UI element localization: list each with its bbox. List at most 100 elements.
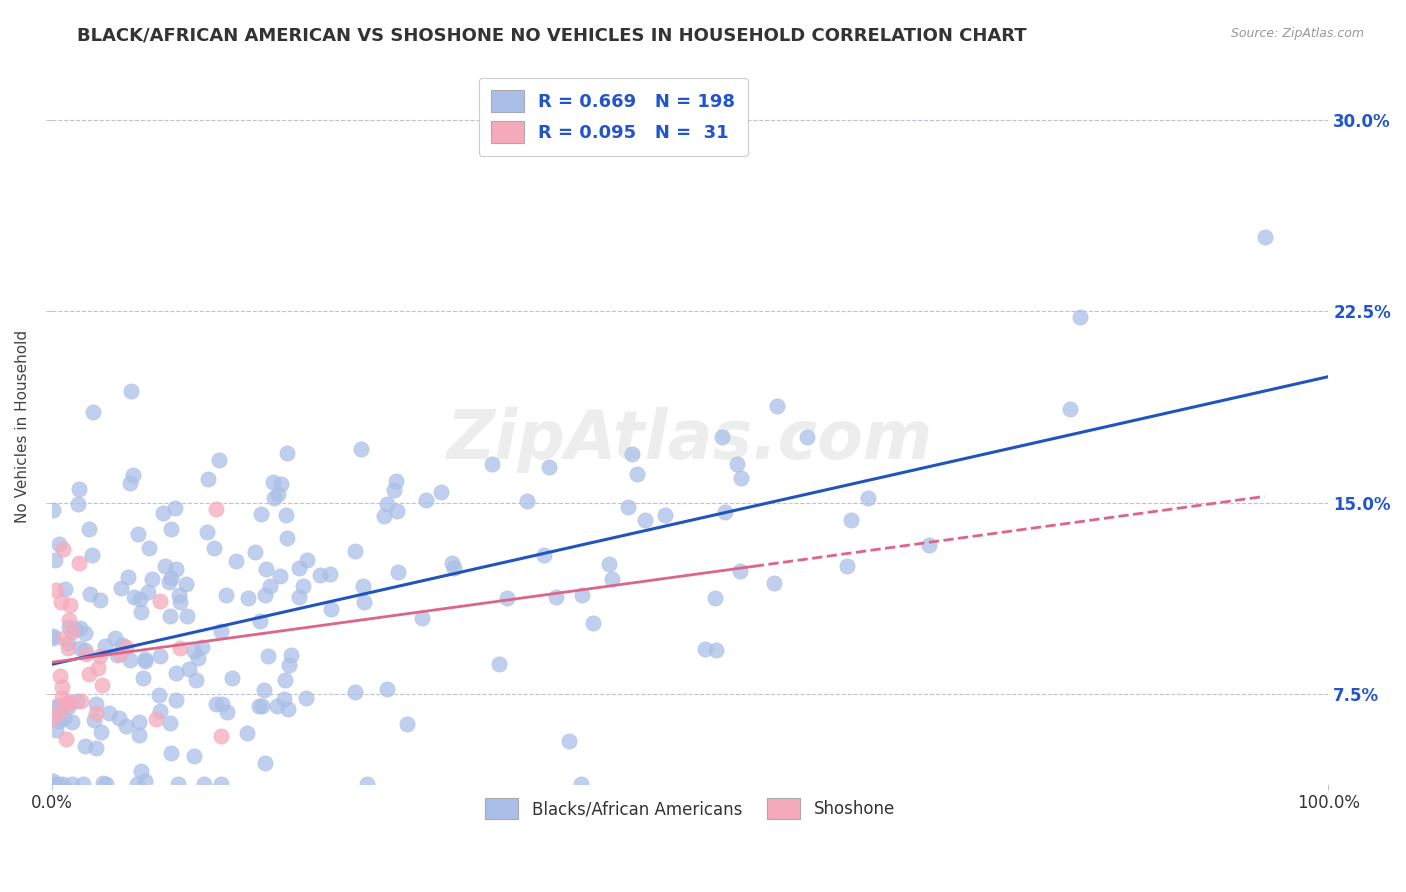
Point	[544, 590, 567, 604]
Point	[441, 557, 464, 571]
Point	[191, 640, 214, 654]
Point	[209, 729, 232, 743]
Point	[1059, 402, 1081, 417]
Point	[159, 609, 181, 624]
Point	[160, 522, 183, 536]
Point	[44, 777, 66, 791]
Point	[582, 616, 605, 631]
Text: BLACK/AFRICAN AMERICAN VS SHOSHONE NO VEHICLES IN HOUSEHOLD CORRELATION CHART: BLACK/AFRICAN AMERICAN VS SHOSHONE NO VE…	[77, 27, 1026, 45]
Point	[169, 641, 191, 656]
Point	[125, 777, 148, 791]
Point	[77, 666, 100, 681]
Point	[84, 706, 107, 721]
Point	[350, 442, 373, 456]
Point	[558, 734, 581, 748]
Point	[225, 554, 247, 568]
Point	[262, 475, 284, 490]
Point	[356, 777, 378, 791]
Point	[706, 643, 728, 657]
Point	[353, 595, 375, 609]
Point	[626, 467, 648, 481]
Point	[67, 497, 90, 511]
Point	[277, 658, 299, 673]
Point	[215, 706, 238, 720]
Point	[730, 470, 752, 484]
Point	[273, 673, 295, 687]
Point	[385, 504, 408, 518]
Point	[157, 574, 180, 589]
Point	[179, 662, 201, 676]
Point	[149, 594, 172, 608]
Point	[839, 513, 862, 527]
Point	[205, 501, 228, 516]
Point	[295, 691, 318, 706]
Point	[165, 501, 187, 516]
Point	[205, 697, 228, 711]
Point	[69, 641, 91, 656]
Point	[273, 692, 295, 706]
Point	[90, 725, 112, 739]
Point	[214, 588, 236, 602]
Point	[766, 399, 789, 413]
Point	[128, 714, 150, 729]
Point	[73, 643, 96, 657]
Point	[176, 609, 198, 624]
Point	[141, 572, 163, 586]
Point	[127, 526, 149, 541]
Point	[728, 564, 751, 578]
Point	[259, 578, 281, 592]
Point	[169, 595, 191, 609]
Point	[42, 711, 65, 725]
Point	[443, 561, 465, 575]
Point	[128, 728, 150, 742]
Point	[496, 591, 519, 605]
Point	[249, 614, 271, 628]
Point	[263, 491, 285, 505]
Point	[63, 622, 86, 636]
Point	[67, 482, 90, 496]
Point	[45, 583, 67, 598]
Point	[165, 562, 187, 576]
Point	[145, 712, 167, 726]
Point	[52, 710, 75, 724]
Point	[571, 588, 593, 602]
Point	[138, 541, 160, 555]
Point	[481, 457, 503, 471]
Point	[319, 566, 342, 581]
Point	[93, 775, 115, 789]
Point	[280, 648, 302, 662]
Point	[598, 558, 620, 572]
Point	[86, 697, 108, 711]
Point	[250, 698, 273, 713]
Point	[55, 732, 77, 747]
Point	[276, 446, 298, 460]
Point	[67, 556, 90, 570]
Point	[97, 706, 120, 721]
Point	[134, 654, 156, 668]
Point	[149, 704, 172, 718]
Point	[395, 717, 418, 731]
Point	[91, 678, 114, 692]
Point	[165, 665, 187, 680]
Point	[129, 591, 152, 606]
Point	[58, 614, 80, 628]
Point	[384, 474, 406, 488]
Point	[167, 777, 190, 791]
Point	[122, 591, 145, 605]
Point	[134, 652, 156, 666]
Point	[309, 567, 332, 582]
Point	[52, 777, 75, 791]
Point	[634, 513, 657, 527]
Point	[377, 681, 399, 696]
Point	[600, 572, 623, 586]
Point	[48, 714, 70, 729]
Point	[617, 500, 640, 514]
Point	[104, 631, 127, 645]
Point	[58, 620, 80, 634]
Point	[44, 552, 66, 566]
Point	[918, 538, 941, 552]
Point	[58, 695, 80, 709]
Point	[108, 711, 131, 725]
Point	[516, 493, 538, 508]
Point	[160, 747, 183, 761]
